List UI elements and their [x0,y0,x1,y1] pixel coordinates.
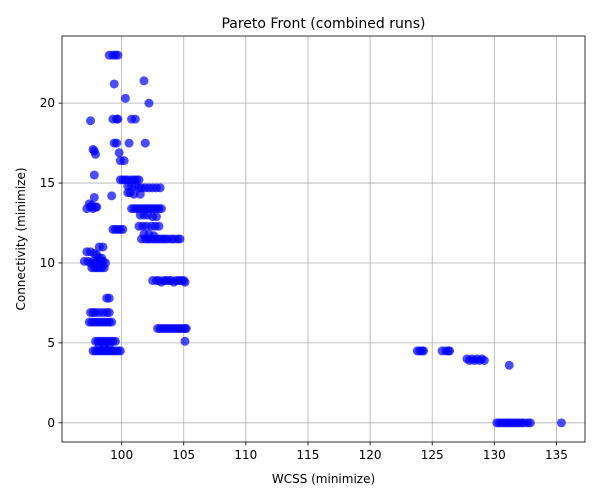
data-point [130,114,140,124]
x-axis-label: WCSS (minimize) [272,472,375,486]
x-tick-label: 110 [234,448,257,462]
gridlines [62,36,585,442]
data-point [104,308,114,318]
data-point [151,212,161,222]
y-tick-label: 0 [47,416,55,430]
y-tick-label: 5 [47,336,55,350]
data-point [181,324,191,334]
data-point [180,277,190,287]
x-tick-label: 115 [297,448,320,462]
data-point [91,149,101,159]
data-point [113,50,123,60]
x-tick-label: 100 [110,448,133,462]
data-point [556,418,566,428]
y-tick-label: 10 [40,256,55,270]
y-tick-label: 15 [40,176,55,190]
data-point [104,293,114,303]
axes-frame [61,35,586,443]
x-tick-label: 125 [421,448,444,462]
data-point [114,148,124,158]
data-point [92,202,102,212]
axis-ticks: 100 105 110 115 120 125 130 135 0 5 10 15 20 [40,96,568,462]
x-tick-label: 120 [359,448,382,462]
data-point [149,231,159,241]
data-point [445,346,455,356]
data-point [479,355,489,365]
data-point [525,418,535,428]
y-axis-label: Connectivity (minimize) [14,167,28,310]
data-point [86,116,96,126]
data-point [112,138,122,148]
data-point [124,138,134,148]
data-point [120,93,130,103]
data-point [110,336,120,346]
data-point [97,253,107,263]
data-point [109,79,119,89]
data-point [419,346,428,356]
data-point [107,191,117,201]
data-point [129,189,139,199]
data-point [180,336,190,346]
data-point [107,317,117,327]
y-tick-label: 20 [40,96,55,110]
data-point [139,76,149,86]
x-tick-label: 130 [483,448,506,462]
data-point [119,156,129,166]
data-point [140,138,150,148]
data-point [89,170,99,180]
chart-title: Pareto Front (combined runs) [221,16,425,32]
x-tick-label: 105 [172,448,195,462]
data-point [156,204,166,214]
data-point [175,234,185,244]
data-point [115,346,125,356]
data-point [144,98,154,108]
x-tick-label: 135 [545,448,568,462]
data-point [113,114,123,124]
data-point [89,192,99,202]
data-point [504,360,514,370]
data-point [98,242,108,252]
data-point [155,183,165,193]
data-point [99,263,109,273]
data-point [154,221,164,231]
data-points [79,50,566,428]
data-point [118,224,128,234]
data-point [135,189,145,199]
